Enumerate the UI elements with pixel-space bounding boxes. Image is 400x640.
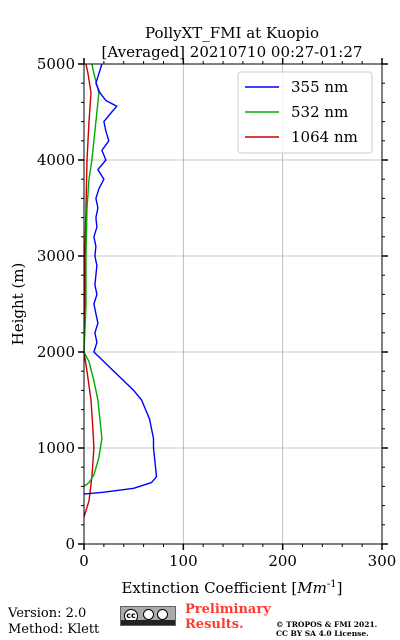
x-tick-label: 100 xyxy=(169,552,198,570)
y-tick-label: 1000 xyxy=(37,439,75,457)
chart-title-line1: PollyXT_FMI at Kuopio xyxy=(145,24,319,42)
legend-box xyxy=(237,71,373,154)
y-tick-label: 5000 xyxy=(37,55,75,73)
copyright-note: © TROPOS & FMI 2021. CC BY SA 4.0 Licens… xyxy=(276,620,377,638)
attribution-icon xyxy=(143,609,154,620)
plot-frame xyxy=(83,63,383,545)
footer-info: Version: 2.0 Method: Klett xyxy=(8,606,99,638)
cc-by-sa-license-logo: cc xyxy=(120,606,176,626)
license-strip xyxy=(121,620,175,625)
version-text: Version: 2.0 xyxy=(8,606,87,621)
y-tick-label: 2000 xyxy=(37,343,75,361)
y-axis-label: Height (m) xyxy=(9,263,27,346)
x-axis-label: Extinction Coefficient [Mm-1] xyxy=(121,579,342,597)
share-alike-icon xyxy=(157,609,168,620)
copyright-line1: © TROPOS & FMI 2021. xyxy=(276,620,378,629)
legend: 355 nm 532 nm 1064 nm xyxy=(237,71,373,154)
method-text: Method: Klett xyxy=(8,622,100,637)
copyright-line2: CC BY SA 4.0 License. xyxy=(276,629,369,638)
x-tick-label: 300 xyxy=(368,552,397,570)
legend-label: 1064 nm xyxy=(291,128,358,146)
x-tick-label: 0 xyxy=(79,552,89,570)
legend-label: 532 nm xyxy=(291,103,348,121)
y-tick-label: 4000 xyxy=(37,151,75,169)
preliminary-line1: Preliminary xyxy=(185,602,271,617)
y-tick-label: 0 xyxy=(65,535,75,553)
chart-title-line2: [Averaged] 20210710 00:27-01:27 xyxy=(102,43,363,61)
y-tick-label: 3000 xyxy=(37,247,75,265)
series-line-355-nm xyxy=(83,63,158,495)
x-tick-label: 200 xyxy=(268,552,297,570)
series-line-532-nm xyxy=(83,63,103,487)
preliminary-line2: Results. xyxy=(185,617,244,632)
legend-label: 355 nm xyxy=(291,78,348,96)
preliminary-results-note: Preliminary Results. xyxy=(185,602,271,632)
